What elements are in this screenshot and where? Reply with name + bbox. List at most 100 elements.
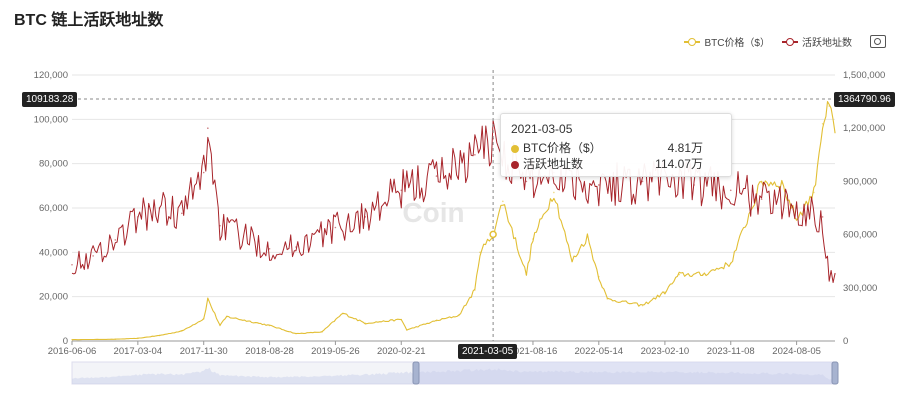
tooltip-label: BTC价格（$）: [523, 141, 602, 155]
tooltip-dot: [511, 144, 519, 153]
data-point: [502, 200, 504, 203]
data-point: [458, 314, 460, 317]
y-right-tick-label: 300,000: [843, 283, 877, 294]
x-tick-label: 2018-08-28: [245, 346, 294, 357]
data-point: [219, 224, 221, 227]
data-point: [598, 275, 600, 278]
x-tick-label: 2016-06-06: [48, 346, 97, 357]
zoom-slider-handle[interactable]: [412, 361, 420, 385]
data-point: [435, 175, 438, 177]
data-point: [406, 329, 408, 331]
crosshair-point: [489, 230, 497, 239]
y-left-tick-label: 0: [63, 336, 68, 347]
x-tick-label: 2024-08-05: [772, 346, 821, 357]
watermark: Coin: [402, 197, 464, 228]
legend-label: 活跃地址数: [802, 38, 852, 49]
data-point: [400, 318, 403, 321]
data-point: [834, 131, 836, 134]
chart-tooltip: 2021-03-05 BTC价格（$） 4.81万 活跃地址数 114.07万: [500, 113, 732, 177]
data-point: [525, 273, 528, 276]
y-left-tick-label: 80,000: [39, 159, 68, 170]
data-point: [137, 216, 139, 218]
data-point: [268, 247, 271, 250]
data-point: [364, 322, 367, 325]
data-point: [641, 304, 644, 307]
series-line-active-addresses: [71, 119, 836, 283]
data-point: [606, 298, 609, 300]
x-tick-label: 2023-11-08: [707, 346, 755, 357]
data-point: [821, 216, 824, 218]
data-point: [342, 312, 344, 315]
crosshair-left-value: 109183.28: [22, 92, 78, 107]
tooltip-value: 4.81万: [667, 141, 703, 155]
data-point: [321, 331, 323, 333]
y-left-tick-label: 60,000: [39, 203, 68, 214]
y-left-tick-label: 20,000: [39, 292, 68, 303]
data-point: [821, 122, 824, 125]
chart-legend: BTC价格（$） 活跃地址数: [684, 34, 886, 49]
data-point: [219, 324, 221, 327]
y-right-tick-label: 0: [843, 336, 848, 347]
legend-label: BTC价格（$）: [704, 38, 770, 49]
data-point: [435, 319, 438, 322]
data-point: [795, 207, 798, 209]
data-point: [181, 330, 183, 332]
tooltip-date: 2021-03-05: [511, 122, 573, 136]
data-point: [664, 291, 666, 294]
x-tick-label: 2023-02-10: [641, 346, 690, 357]
data-point: [71, 263, 73, 266]
legend-item-active-addresses[interactable]: 活跃地址数: [782, 34, 852, 49]
tooltip-row-price: BTC价格（$） 4.81万: [511, 139, 703, 156]
data-point: [693, 184, 695, 186]
data-point: [268, 324, 271, 327]
data-point: [207, 127, 209, 129]
data-point: [586, 236, 589, 238]
camera-icon[interactable]: [870, 35, 886, 48]
data-point: [474, 289, 476, 291]
data-point: [202, 318, 205, 320]
data-point: [400, 189, 403, 192]
y-left-tick-label: 40,000: [39, 247, 68, 258]
data-point: [813, 191, 815, 194]
data-point: [641, 180, 644, 183]
zoom-slider-preview: [72, 367, 835, 384]
data-point: [181, 212, 183, 215]
data-point: [678, 273, 681, 276]
tooltip-dot: [511, 160, 519, 169]
data-point: [828, 105, 830, 107]
data-point: [729, 262, 732, 265]
y-right-tick-label: 1,500,000: [843, 70, 885, 81]
x-tick-label: 2021-08-16: [509, 346, 558, 357]
x-tick-label: 2020-02-21: [377, 346, 426, 357]
tooltip-value: 114.07万: [655, 157, 703, 171]
data-point: [295, 246, 297, 248]
legend-line-marker-icon: [684, 37, 701, 46]
data-point: [71, 338, 73, 341]
data-point: [553, 191, 555, 194]
data-point: [114, 239, 117, 241]
x-tick-label: 2017-03-04: [114, 346, 163, 357]
data-point: [834, 272, 836, 275]
page-title: BTC 链上活跃地址数: [14, 12, 164, 29]
data-point: [137, 337, 139, 340]
data-point: [571, 260, 573, 263]
series-line-btc-price: [71, 100, 836, 341]
legend-line-marker-icon: [782, 37, 798, 46]
zoom-slider-handle[interactable]: [831, 361, 839, 385]
data-point: [701, 273, 704, 276]
data-point: [525, 180, 528, 183]
y-right-tick-label: 900,000: [843, 176, 877, 187]
data-point: [780, 182, 783, 185]
crosshair-x-label: 2021-03-05: [458, 344, 518, 359]
data-point: [202, 171, 205, 174]
y-left-tick-label: 100,000: [34, 114, 68, 125]
legend-item-btc-price[interactable]: BTC价格（$）: [684, 34, 770, 49]
data-point: [225, 315, 228, 318]
y-right-tick-label: 600,000: [843, 230, 877, 241]
data-point: [295, 332, 297, 335]
data-point: [729, 189, 732, 192]
data-point: [158, 207, 161, 209]
data-point: [598, 184, 600, 186]
data-point: [207, 298, 209, 300]
